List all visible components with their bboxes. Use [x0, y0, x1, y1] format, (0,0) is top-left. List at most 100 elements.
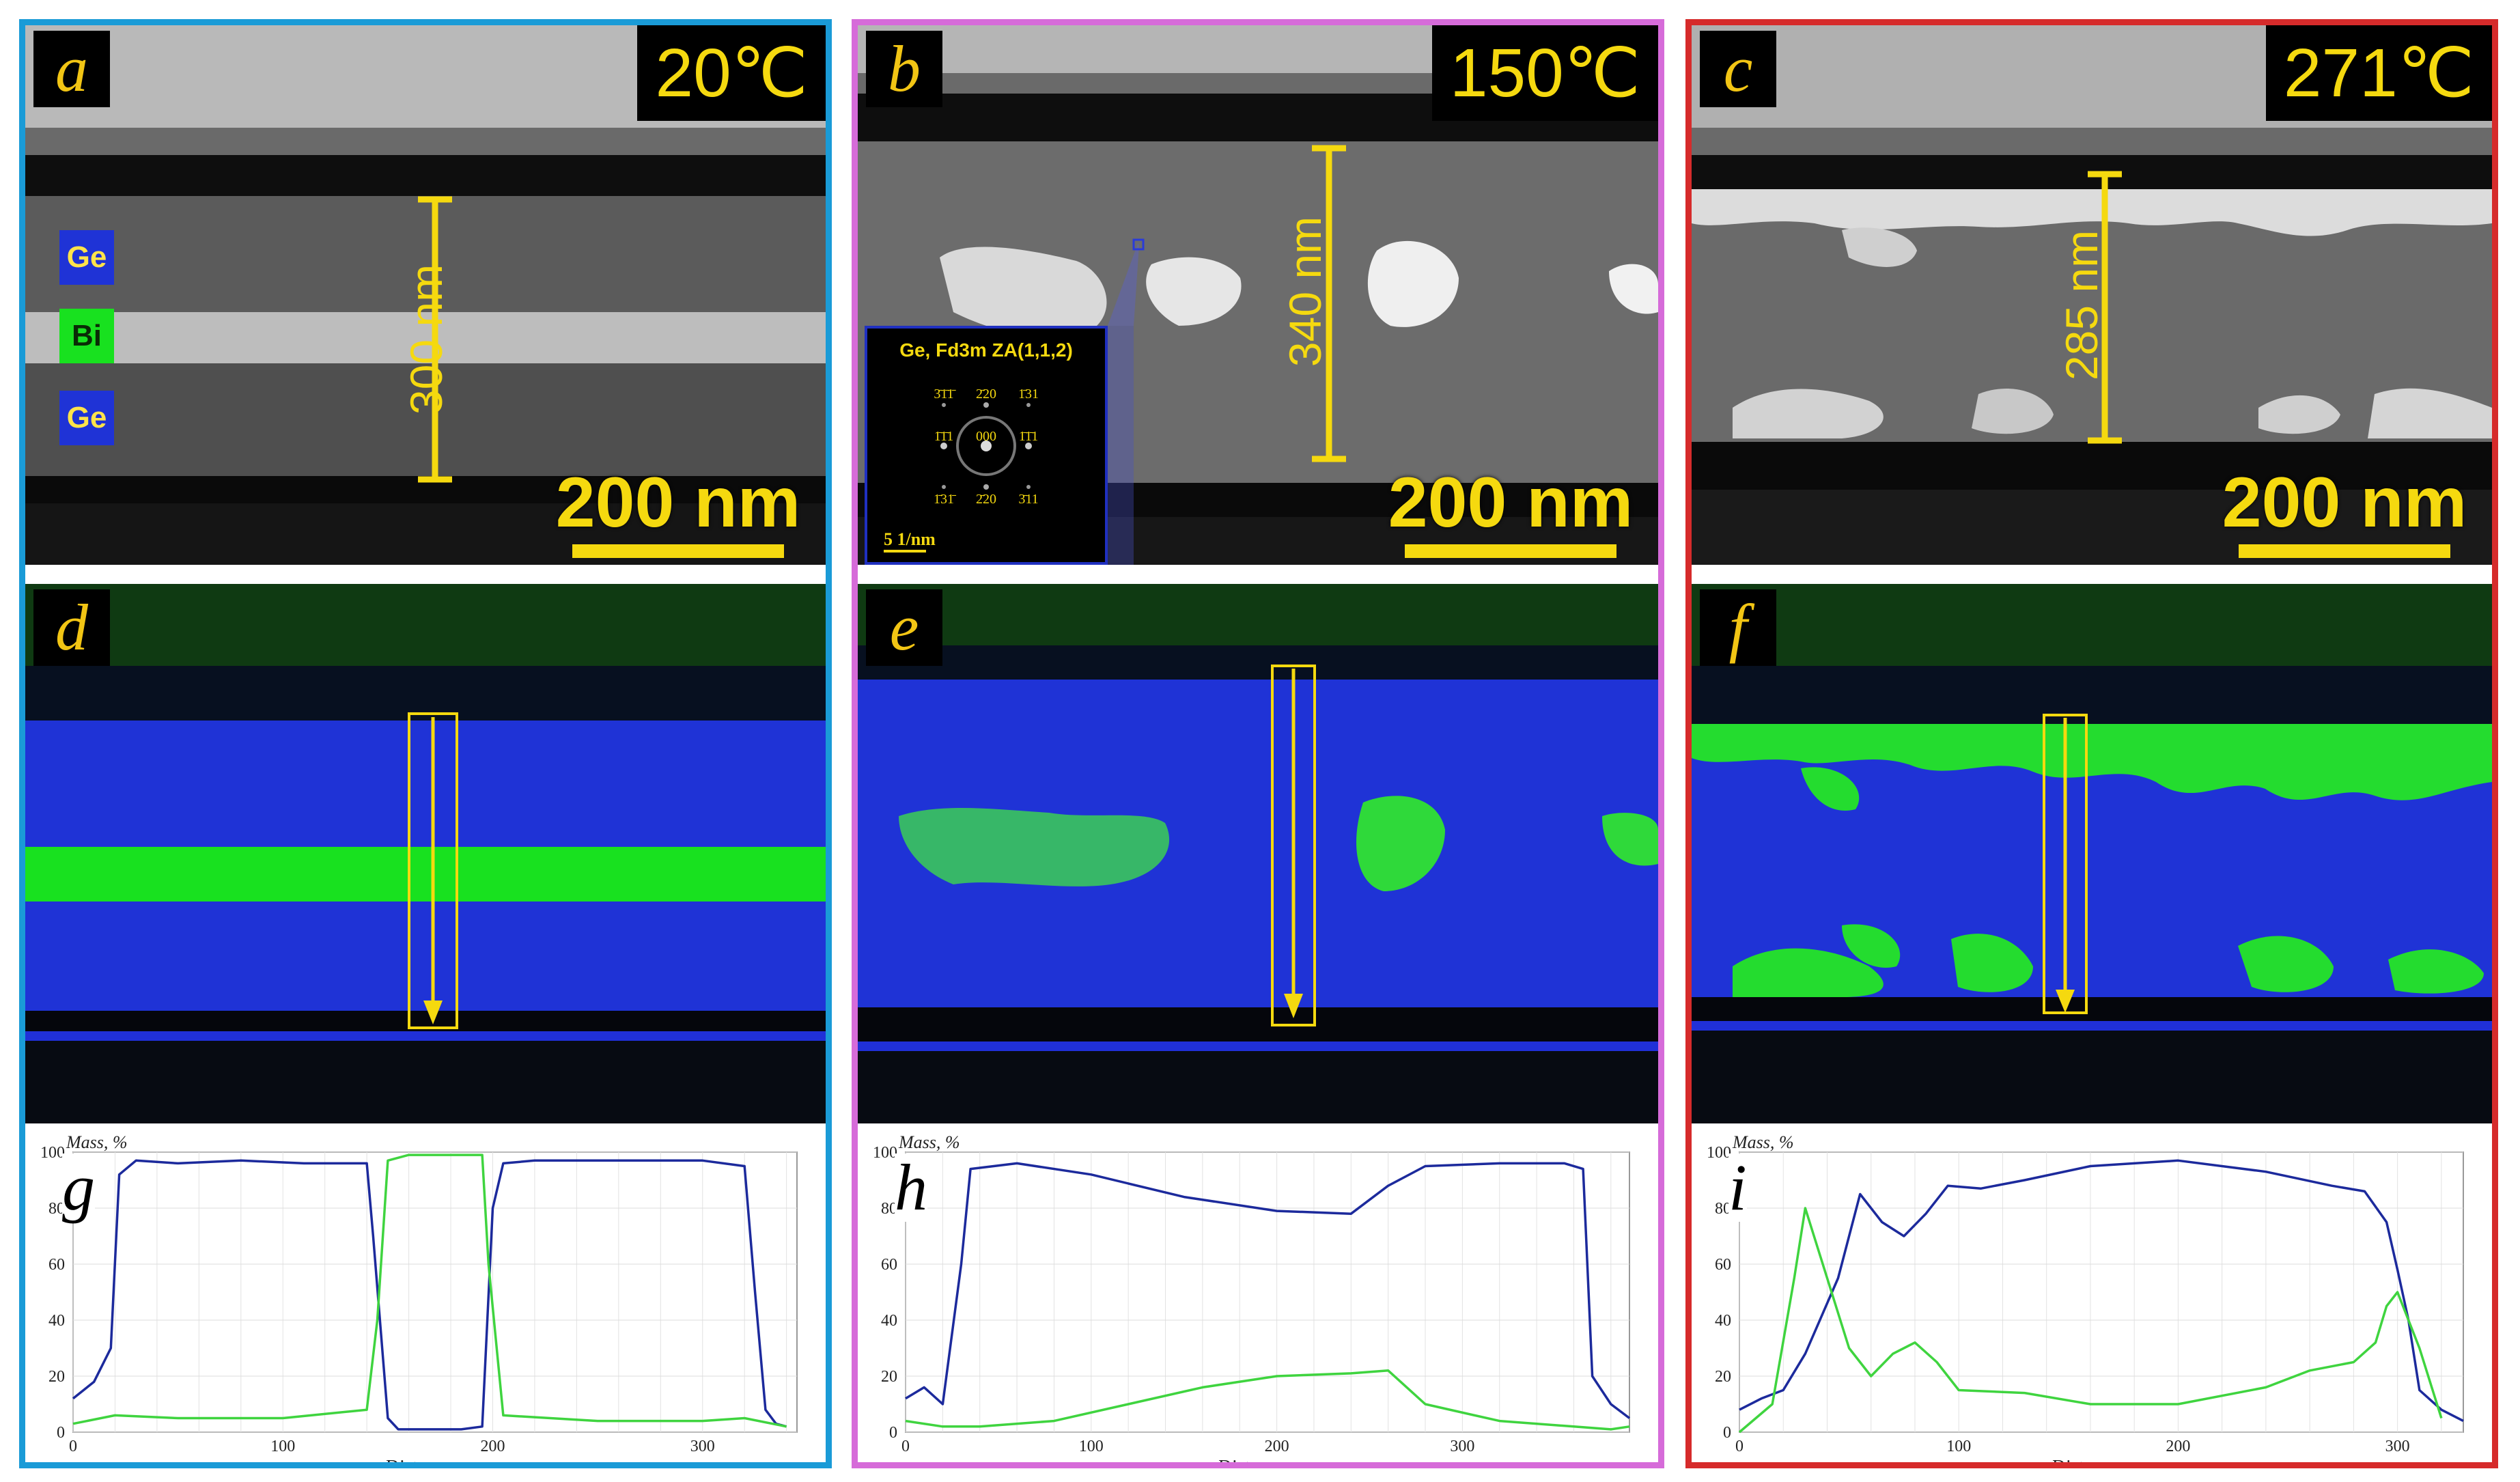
y-tick-label: 20	[1715, 1368, 1731, 1386]
y-axis-label: Mass, %	[66, 1132, 128, 1152]
y-tick-label: 60	[881, 1256, 897, 1274]
y-tick-label: 60	[48, 1256, 65, 1274]
spot-label: 1̄1̄1	[934, 429, 954, 444]
series-line-bi	[1738, 1207, 2443, 1434]
y-tick-label: 100	[873, 1144, 897, 1162]
y-tick-label: 0	[889, 1424, 897, 1442]
x-tick-label: 0	[901, 1438, 910, 1455]
inset-scale-label: 5 1/nm	[884, 529, 936, 549]
profile-panel-i: 0204060801000100200300Distance, nmMass, …	[1692, 1132, 2492, 1462]
spot-label: 3̄11	[1018, 492, 1038, 507]
scale-bar-line	[2239, 544, 2450, 558]
spot-label: 000	[976, 429, 996, 444]
panel-letter: e	[866, 589, 942, 666]
y-tick-label: 40	[1715, 1312, 1731, 1330]
x-tick-label: 100	[1946, 1438, 1971, 1455]
eds-map-panel-e: e	[858, 584, 1658, 1123]
x-tick-label: 200	[2166, 1438, 2190, 1455]
temperature-label: 271℃	[2265, 25, 2492, 121]
panel-letter: d	[33, 589, 110, 666]
plot-area	[72, 1151, 798, 1433]
x-tick-label: 0	[1735, 1438, 1744, 1455]
x-tick-label: 300	[690, 1438, 715, 1455]
panel-letter: h	[895, 1151, 927, 1224]
y-tick-label: 20	[48, 1368, 65, 1386]
eds-map-f	[1692, 584, 2492, 1123]
scale-bar-line	[572, 544, 784, 558]
series-line-bi	[905, 1369, 1630, 1431]
x-tick-label: 200	[480, 1438, 505, 1455]
eds-map-d	[25, 584, 826, 1123]
scale-bar-label: 200 nm	[555, 463, 801, 542]
panel-letter: i	[1728, 1151, 1747, 1224]
scale-bar-label: 200 nm	[1388, 463, 1634, 542]
x-axis-label: Distance, nm	[384, 1457, 486, 1462]
inset-title: Ge, Fd3m ZA(1,1,2)	[899, 339, 1073, 361]
column-150c: 340 nm b 150℃ Ge, Fd3m ZA(1,1,2) 3̄1̄1̄ …	[852, 19, 1664, 1468]
y-tick-label: 20	[881, 1368, 897, 1386]
series-line-ge	[1739, 1159, 2464, 1423]
thickness-label: 285 nm	[2056, 230, 2107, 380]
inset-scale-line	[884, 550, 926, 553]
y-tick-label: 40	[881, 1312, 897, 1330]
scale-bar: 200 nm	[2222, 465, 2467, 558]
tem-image-panel-c: 285 nm c 271℃ 200 nm	[1692, 25, 2492, 565]
plot-area	[905, 1151, 1630, 1433]
eds-map-panel-f: f	[1692, 584, 2492, 1123]
scale-bar: 200 nm	[1388, 465, 1634, 558]
diffraction-inset: Ge, Fd3m ZA(1,1,2) 3̄1̄1̄ 2̄20 1̄31 1̄1̄…	[865, 326, 1108, 565]
y-tick-label: 100	[40, 1144, 65, 1162]
scale-bar-label: 200 nm	[2222, 463, 2467, 542]
series-line-ge	[72, 1159, 787, 1431]
spot-label: 1̄1̄1	[1019, 429, 1039, 444]
eds-map-e	[858, 584, 1658, 1123]
series-line-bi	[72, 1154, 787, 1428]
spot-label: 2̄20	[976, 387, 996, 402]
profile-panel-h: 0204060801000100200300Distance, nmMass, …	[858, 1132, 1658, 1462]
x-tick-label: 300	[1450, 1438, 1474, 1455]
layer-label-ge-bottom: Ge	[59, 391, 114, 445]
x-tick-label: 300	[2385, 1438, 2410, 1455]
series-line-ge	[905, 1162, 1631, 1419]
scale-bar-line	[1405, 544, 1616, 558]
y-tick-label: 100	[1707, 1144, 1731, 1162]
temperature-label: 20℃	[637, 25, 826, 121]
y-axis-label: Mass, %	[898, 1132, 960, 1152]
x-axis-label: Distance, nm	[2050, 1457, 2152, 1462]
panel-letter: a	[33, 31, 110, 107]
spot-label: 3̄1̄1̄	[934, 387, 956, 402]
x-tick-label: 100	[1079, 1438, 1104, 1455]
eds-map-panel-d: d	[25, 584, 826, 1123]
tem-image-c: 285 nm	[1692, 25, 2492, 565]
profile-chart-g: 0204060801000100200300Distance, nmMass, …	[40, 1132, 798, 1462]
tem-image-panel-a: 300 nm a 20℃ Ge Bi Ge 200 nm	[25, 25, 826, 565]
panel-letter: f	[1700, 589, 1776, 666]
x-axis-label: Distance, nm	[1216, 1457, 1318, 1462]
panel-letter: b	[866, 31, 942, 107]
tem-image-panel-b: 340 nm b 150℃ Ge, Fd3m ZA(1,1,2) 3̄1̄1̄ …	[858, 25, 1658, 565]
profile-chart-i: 0204060801000100200300Distance, nmMass, …	[1707, 1132, 2464, 1462]
temperature-label: 150℃	[1431, 25, 1658, 121]
layer-label-ge-top: Ge	[59, 230, 114, 285]
x-tick-label: 200	[1265, 1438, 1289, 1455]
x-tick-label: 100	[270, 1438, 295, 1455]
x-tick-label: 0	[69, 1438, 77, 1455]
diffraction-pattern: 3̄1̄1̄ 2̄20 1̄31 1̄1̄1 000 1̄1̄1 1̄31̄ 2…	[934, 387, 1039, 507]
thickness-label: 300 nm	[401, 264, 451, 415]
y-tick-label: 0	[1723, 1424, 1731, 1442]
y-tick-label: 60	[1715, 1256, 1731, 1274]
y-tick-label: 0	[57, 1424, 65, 1442]
plot-area	[1739, 1151, 2464, 1433]
spot-label: 2̄20	[976, 492, 996, 507]
column-271c: 285 nm c 271℃ 200 nm f	[1685, 19, 2498, 1468]
layer-label-bi: Bi	[59, 309, 114, 363]
y-tick-label: 40	[48, 1312, 65, 1330]
profile-chart-h: 0204060801000100200300Distance, nmMass, …	[873, 1132, 1631, 1462]
profile-panel-g: 0204060801000100200300Distance, nmMass, …	[25, 1132, 826, 1462]
column-20c: 300 nm a 20℃ Ge Bi Ge 200 nm d 0 20 40 60 80…	[19, 19, 832, 1468]
y-axis-label: Mass, %	[1732, 1132, 1794, 1152]
thickness-label: 340 nm	[1280, 216, 1330, 367]
spot-label: 1̄31	[1018, 387, 1039, 402]
panel-letter: g	[62, 1151, 95, 1224]
scale-bar: 200 nm	[555, 465, 801, 558]
